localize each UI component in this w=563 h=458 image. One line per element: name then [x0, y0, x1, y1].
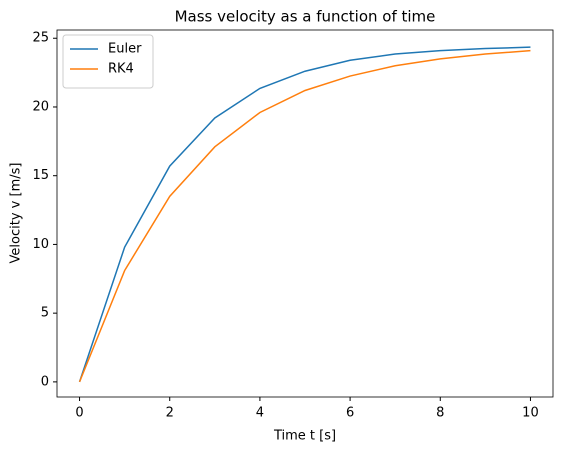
legend-label: Euler — [108, 42, 142, 57]
chart-title: Mass velocity as a function of time — [175, 8, 436, 26]
y-tick-label: 25 — [32, 31, 49, 46]
x-tick-label: 6 — [346, 406, 354, 421]
y-tick-label: 5 — [41, 306, 49, 321]
x-tick-label: 2 — [166, 406, 174, 421]
line-series — [78, 46, 531, 383]
y-tick-label: 10 — [32, 237, 49, 252]
x-axis-label: Time t [s] — [273, 429, 336, 444]
y-tick-label: 20 — [32, 99, 49, 114]
x-tick-label: 10 — [522, 406, 539, 421]
y-tick-label: 0 — [41, 374, 49, 389]
line-series — [78, 49, 531, 383]
x-tick-label: 4 — [256, 406, 264, 421]
plot-frame — [56, 29, 554, 398]
y-axis-label: Velocity v [m/s] — [9, 163, 24, 264]
legend-label: RK4 — [108, 62, 134, 77]
x-tick-label: 8 — [436, 406, 444, 421]
y-tick-label: 15 — [32, 168, 49, 183]
x-tick-label: 0 — [75, 406, 83, 421]
